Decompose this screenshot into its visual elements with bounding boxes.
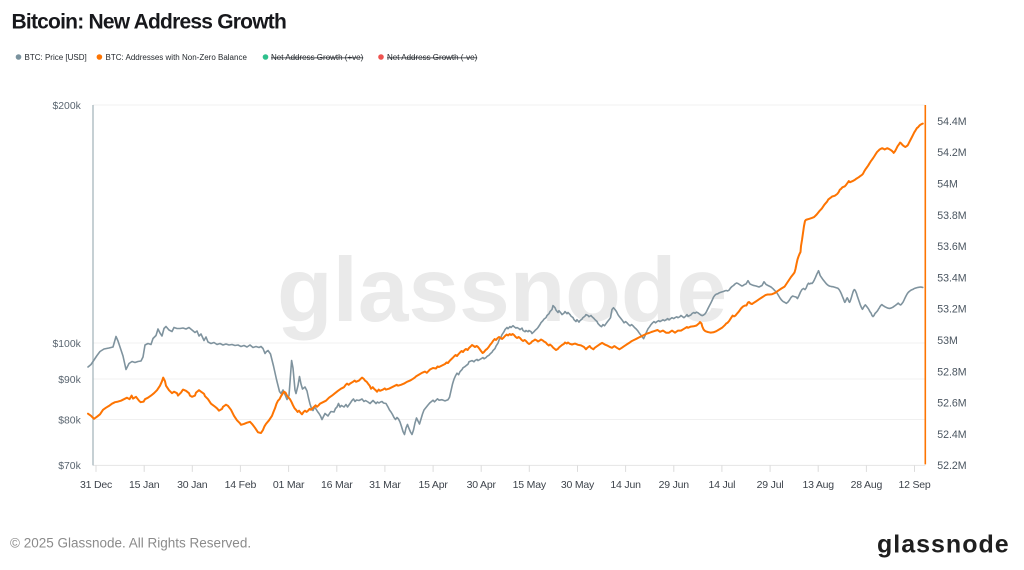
svg-text:$90k: $90k — [58, 375, 81, 386]
svg-text:53M: 53M — [937, 335, 958, 347]
svg-text:12 Sep: 12 Sep — [898, 479, 930, 491]
svg-text:53.4M: 53.4M — [937, 272, 966, 284]
svg-text:54.2M: 54.2M — [937, 147, 966, 159]
svg-text:14 Feb: 14 Feb — [225, 479, 257, 491]
svg-text:BTC: Price [USD]: BTC: Price [USD] — [25, 53, 87, 62]
svg-text:30 May: 30 May — [561, 479, 595, 491]
svg-text:15 May: 15 May — [513, 479, 547, 491]
svg-text:$100k: $100k — [52, 339, 81, 350]
svg-text:01 Mar: 01 Mar — [273, 479, 305, 491]
svg-text:52.4M: 52.4M — [937, 429, 966, 441]
svg-text:15 Jan: 15 Jan — [129, 479, 160, 491]
svg-text:31 Dec: 31 Dec — [80, 479, 112, 491]
svg-text:16 Mar: 16 Mar — [321, 479, 353, 491]
svg-text:29 Jul: 29 Jul — [757, 479, 784, 491]
svg-text:$80k: $80k — [58, 415, 81, 426]
svg-text:52.6M: 52.6M — [937, 398, 966, 410]
svg-text:54M: 54M — [937, 179, 958, 191]
svg-text:14 Jul: 14 Jul — [708, 479, 735, 491]
svg-text:52.8M: 52.8M — [937, 366, 966, 378]
svg-text:Net Address Growth (+ve): Net Address Growth (+ve) — [271, 53, 364, 62]
svg-text:30 Apr: 30 Apr — [467, 479, 497, 491]
svg-text:$200k: $200k — [52, 101, 81, 112]
svg-text:53.2M: 53.2M — [937, 304, 966, 316]
svg-text:31 Mar: 31 Mar — [369, 479, 401, 491]
svg-text:13 Aug: 13 Aug — [802, 479, 834, 491]
svg-text:54.4M: 54.4M — [937, 116, 966, 128]
svg-text:15 Apr: 15 Apr — [419, 479, 449, 491]
svg-text:BTC: Addresses with Non-Zero B: BTC: Addresses with Non-Zero Balance — [106, 53, 248, 62]
svg-text:29 Jun: 29 Jun — [659, 479, 690, 491]
svg-text:Bitcoin: New Address Growth: Bitcoin: New Address Growth — [12, 10, 287, 33]
svg-text:glassnode: glassnode — [277, 240, 727, 341]
svg-text:30 Jan: 30 Jan — [177, 479, 208, 491]
svg-text:$70k: $70k — [58, 461, 81, 472]
svg-text:28 Aug: 28 Aug — [851, 479, 883, 491]
svg-text:Net Address Growth (-ve): Net Address Growth (-ve) — [387, 53, 478, 62]
svg-text:53.8M: 53.8M — [937, 210, 966, 222]
svg-text:52.2M: 52.2M — [937, 460, 966, 472]
svg-text:© 2025 Glassnode. All Rights R: © 2025 Glassnode. All Rights Reserved. — [10, 536, 251, 551]
svg-text:14 Jun: 14 Jun — [610, 479, 641, 491]
svg-text:53.6M: 53.6M — [937, 241, 966, 253]
svg-text:glassnode: glassnode — [877, 531, 1010, 559]
